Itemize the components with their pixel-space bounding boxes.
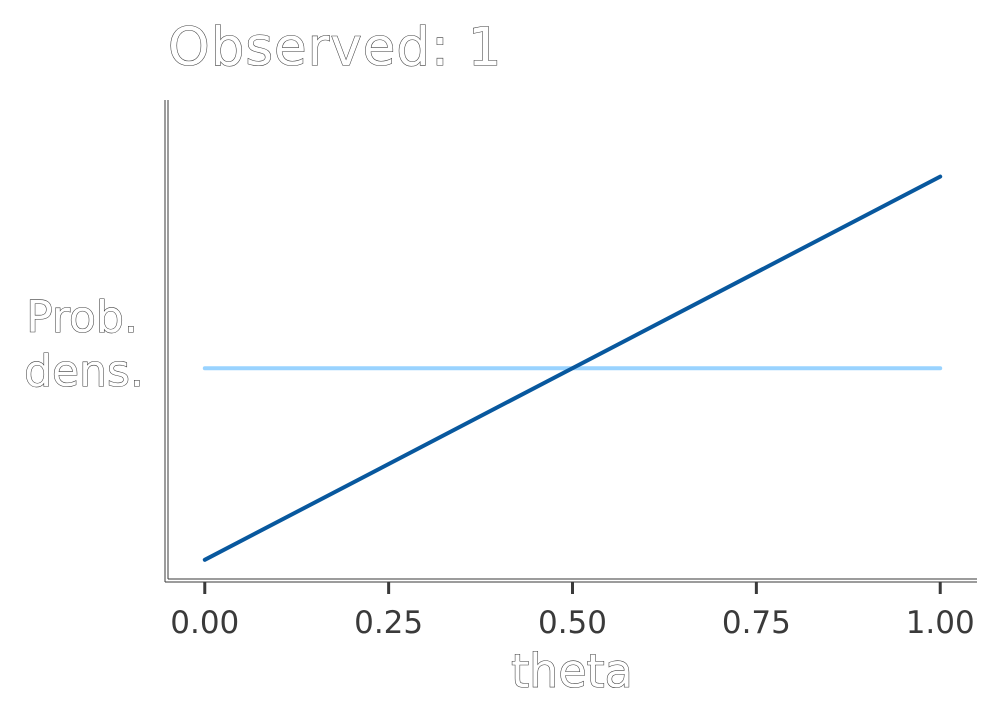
series-line-2 xyxy=(202,174,943,562)
chart-title: Observed: 1 xyxy=(168,17,502,78)
x-axis-label: theta xyxy=(511,644,633,698)
x-tick-label: 0.50 xyxy=(538,605,607,641)
y-axis-label-line-1: Prob. xyxy=(26,292,138,343)
x-tick-label: 0.75 xyxy=(722,605,791,641)
x-tick-label: 0.00 xyxy=(170,605,239,641)
x-axis-ticks: 0.00 0.25 0.50 0.75 1.00 xyxy=(170,582,975,641)
y-axis-label-line-2: dens. xyxy=(24,346,144,397)
y-axis xyxy=(164,100,169,582)
plot-area xyxy=(202,174,943,562)
x-tick-label: 0.25 xyxy=(354,605,423,641)
x-axis xyxy=(165,578,977,583)
x-tick-label: 1.00 xyxy=(906,605,975,641)
